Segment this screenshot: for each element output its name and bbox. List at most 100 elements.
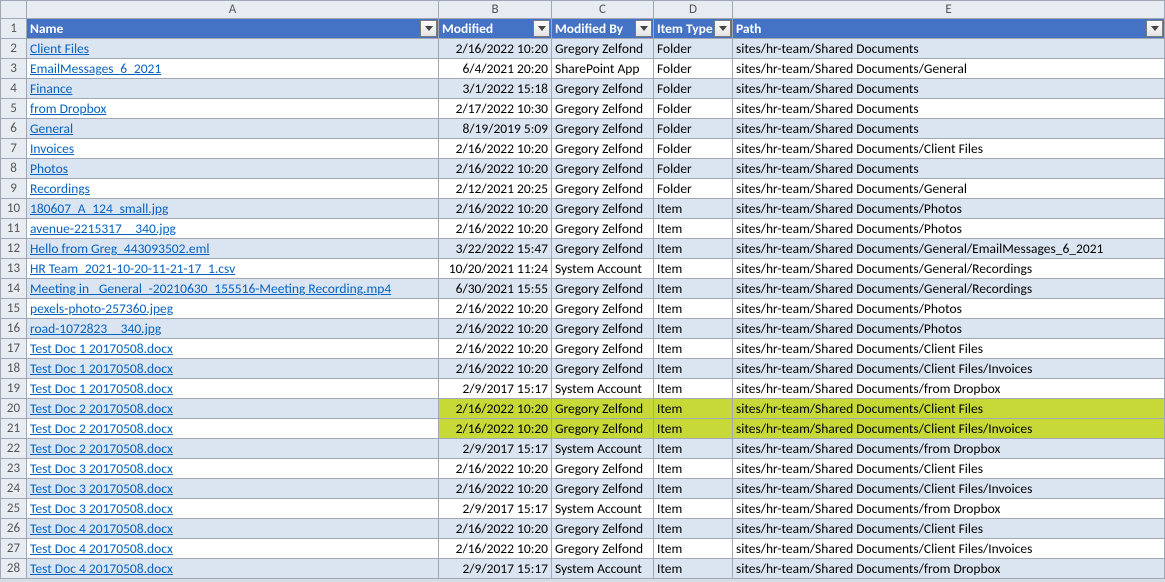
cell-modifiedby[interactable]: Gregory Zelfond xyxy=(552,299,654,319)
cell-modifiedby[interactable]: Gregory Zelfond xyxy=(552,479,654,499)
cell-modified[interactable]: 2/16/2022 10:20 xyxy=(439,399,552,419)
row-number[interactable]: 22 xyxy=(1,439,27,459)
cell-name[interactable]: Test Doc 1 20170508.docx xyxy=(27,379,439,399)
header-cell-path[interactable]: Path xyxy=(733,19,1165,39)
cell-itemtype[interactable]: Folder xyxy=(654,119,733,139)
row-number[interactable]: 1 xyxy=(1,19,27,39)
row-number[interactable]: 24 xyxy=(1,479,27,499)
cell-name[interactable]: avenue-2215317__340.jpg xyxy=(27,219,439,239)
cell-name[interactable]: Test Doc 4 20170508.docx xyxy=(27,539,439,559)
col-header-a[interactable]: A xyxy=(27,1,439,19)
cell-modifiedby[interactable]: Gregory Zelfond xyxy=(552,459,654,479)
cell-modified[interactable]: 8/19/2019 5:09 xyxy=(439,119,552,139)
cell-path[interactable]: sites/hr-team/Shared Documents/General/R… xyxy=(733,279,1165,299)
cell-path[interactable]: sites/hr-team/Shared Documents/Client Fi… xyxy=(733,479,1165,499)
cell-name[interactable]: Meeting in _General_-20210630_155516-Mee… xyxy=(27,279,439,299)
cell-path[interactable]: sites/hr-team/Shared Documents xyxy=(733,39,1165,59)
cell-path[interactable]: sites/hr-team/Shared Documents/Client Fi… xyxy=(733,519,1165,539)
cell-name[interactable]: Finance xyxy=(27,79,439,99)
cell-path[interactable]: sites/hr-team/Shared Documents/Client Fi… xyxy=(733,539,1165,559)
cell-path[interactable]: sites/hr-team/Shared Documents/General xyxy=(733,59,1165,79)
cell-path[interactable]: sites/hr-team/Shared Documents/General/R… xyxy=(733,259,1165,279)
row-number[interactable]: 5 xyxy=(1,99,27,119)
row-number[interactable]: 15 xyxy=(1,299,27,319)
cell-itemtype[interactable]: Folder xyxy=(654,79,733,99)
cell-name[interactable]: Test Doc 2 20170508.docx xyxy=(27,439,439,459)
cell-path[interactable]: sites/hr-team/Shared Documents/Client Fi… xyxy=(733,419,1165,439)
spreadsheet-grid[interactable]: A B C D E 1NameModifiedModified ByItem T… xyxy=(0,0,1165,579)
cell-path[interactable]: sites/hr-team/Shared Documents/from Drop… xyxy=(733,379,1165,399)
cell-name[interactable]: EmailMessages_6_2021 xyxy=(27,59,439,79)
cell-modified[interactable]: 2/16/2022 10:20 xyxy=(439,479,552,499)
cell-modified[interactable]: 2/16/2022 10:20 xyxy=(439,139,552,159)
select-all-corner[interactable] xyxy=(1,1,27,19)
cell-modifiedby[interactable]: System Account xyxy=(552,259,654,279)
cell-itemtype[interactable]: Item xyxy=(654,479,733,499)
row-number[interactable]: 23 xyxy=(1,459,27,479)
cell-modified[interactable]: 3/1/2022 15:18 xyxy=(439,79,552,99)
cell-itemtype[interactable]: Item xyxy=(654,419,733,439)
cell-itemtype[interactable]: Item xyxy=(654,499,733,519)
cell-name[interactable]: Test Doc 4 20170508.docx xyxy=(27,519,439,539)
cell-itemtype[interactable]: Item xyxy=(654,439,733,459)
cell-modified[interactable]: 6/30/2021 15:55 xyxy=(439,279,552,299)
cell-modified[interactable]: 2/16/2022 10:20 xyxy=(439,519,552,539)
cell-name[interactable]: from Dropbox xyxy=(27,99,439,119)
row-number[interactable]: 28 xyxy=(1,559,27,579)
filter-dropdown-icon[interactable] xyxy=(635,20,652,37)
cell-itemtype[interactable]: Folder xyxy=(654,179,733,199)
row-number[interactable]: 18 xyxy=(1,359,27,379)
row-number[interactable]: 17 xyxy=(1,339,27,359)
cell-modified[interactable]: 2/17/2022 10:30 xyxy=(439,99,552,119)
cell-name[interactable]: Test Doc 3 20170508.docx xyxy=(27,459,439,479)
cell-itemtype[interactable]: Item xyxy=(654,199,733,219)
cell-name[interactable]: Test Doc 3 20170508.docx xyxy=(27,499,439,519)
cell-itemtype[interactable]: Folder xyxy=(654,159,733,179)
cell-modifiedby[interactable]: Gregory Zelfond xyxy=(552,99,654,119)
cell-modifiedby[interactable]: Gregory Zelfond xyxy=(552,419,654,439)
row-number[interactable]: 10 xyxy=(1,199,27,219)
cell-modifiedby[interactable]: Gregory Zelfond xyxy=(552,219,654,239)
cell-modifiedby[interactable]: System Account xyxy=(552,379,654,399)
cell-name[interactable]: Test Doc 2 20170508.docx xyxy=(27,399,439,419)
cell-modifiedby[interactable]: Gregory Zelfond xyxy=(552,359,654,379)
cell-path[interactable]: sites/hr-team/Shared Documents/Client Fi… xyxy=(733,359,1165,379)
cell-path[interactable]: sites/hr-team/Shared Documents xyxy=(733,159,1165,179)
cell-path[interactable]: sites/hr-team/Shared Documents/from Drop… xyxy=(733,559,1165,579)
cell-modified[interactable]: 2/16/2022 10:20 xyxy=(439,219,552,239)
cell-modifiedby[interactable]: Gregory Zelfond xyxy=(552,539,654,559)
cell-path[interactable]: sites/hr-team/Shared Documents/General/E… xyxy=(733,239,1165,259)
cell-modifiedby[interactable]: Gregory Zelfond xyxy=(552,519,654,539)
row-number[interactable]: 20 xyxy=(1,399,27,419)
cell-modified[interactable]: 6/4/2021 20:20 xyxy=(439,59,552,79)
cell-path[interactable]: sites/hr-team/Shared Documents xyxy=(733,79,1165,99)
cell-modified[interactable]: 2/16/2022 10:20 xyxy=(439,319,552,339)
cell-modified[interactable]: 2/12/2021 20:25 xyxy=(439,179,552,199)
cell-itemtype[interactable]: Item xyxy=(654,379,733,399)
cell-name[interactable]: road-1072823__340.jpg xyxy=(27,319,439,339)
cell-itemtype[interactable]: Item xyxy=(654,559,733,579)
row-number[interactable]: 3 xyxy=(1,59,27,79)
cell-itemtype[interactable]: Item xyxy=(654,259,733,279)
cell-itemtype[interactable]: Item xyxy=(654,399,733,419)
cell-itemtype[interactable]: Folder xyxy=(654,59,733,79)
cell-path[interactable]: sites/hr-team/Shared Documents xyxy=(733,119,1165,139)
cell-modifiedby[interactable]: Gregory Zelfond xyxy=(552,39,654,59)
cell-path[interactable]: sites/hr-team/Shared Documents/Client Fi… xyxy=(733,399,1165,419)
row-number[interactable]: 12 xyxy=(1,239,27,259)
cell-modifiedby[interactable]: System Account xyxy=(552,439,654,459)
cell-modified[interactable]: 2/16/2022 10:20 xyxy=(439,419,552,439)
cell-modified[interactable]: 2/16/2022 10:20 xyxy=(439,39,552,59)
cell-modifiedby[interactable]: System Account xyxy=(552,559,654,579)
row-number[interactable]: 26 xyxy=(1,519,27,539)
header-cell-itemtype[interactable]: Item Type xyxy=(654,19,733,39)
cell-path[interactable]: sites/hr-team/Shared Documents/Client Fi… xyxy=(733,139,1165,159)
cell-path[interactable]: sites/hr-team/Shared Documents/Photos xyxy=(733,219,1165,239)
filter-dropdown-icon[interactable] xyxy=(420,20,437,37)
row-number[interactable]: 19 xyxy=(1,379,27,399)
row-number[interactable]: 11 xyxy=(1,219,27,239)
cell-name[interactable]: Hello from Greg_443093502.eml xyxy=(27,239,439,259)
cell-itemtype[interactable]: Item xyxy=(654,239,733,259)
row-number[interactable]: 6 xyxy=(1,119,27,139)
cell-name[interactable]: Recordings xyxy=(27,179,439,199)
